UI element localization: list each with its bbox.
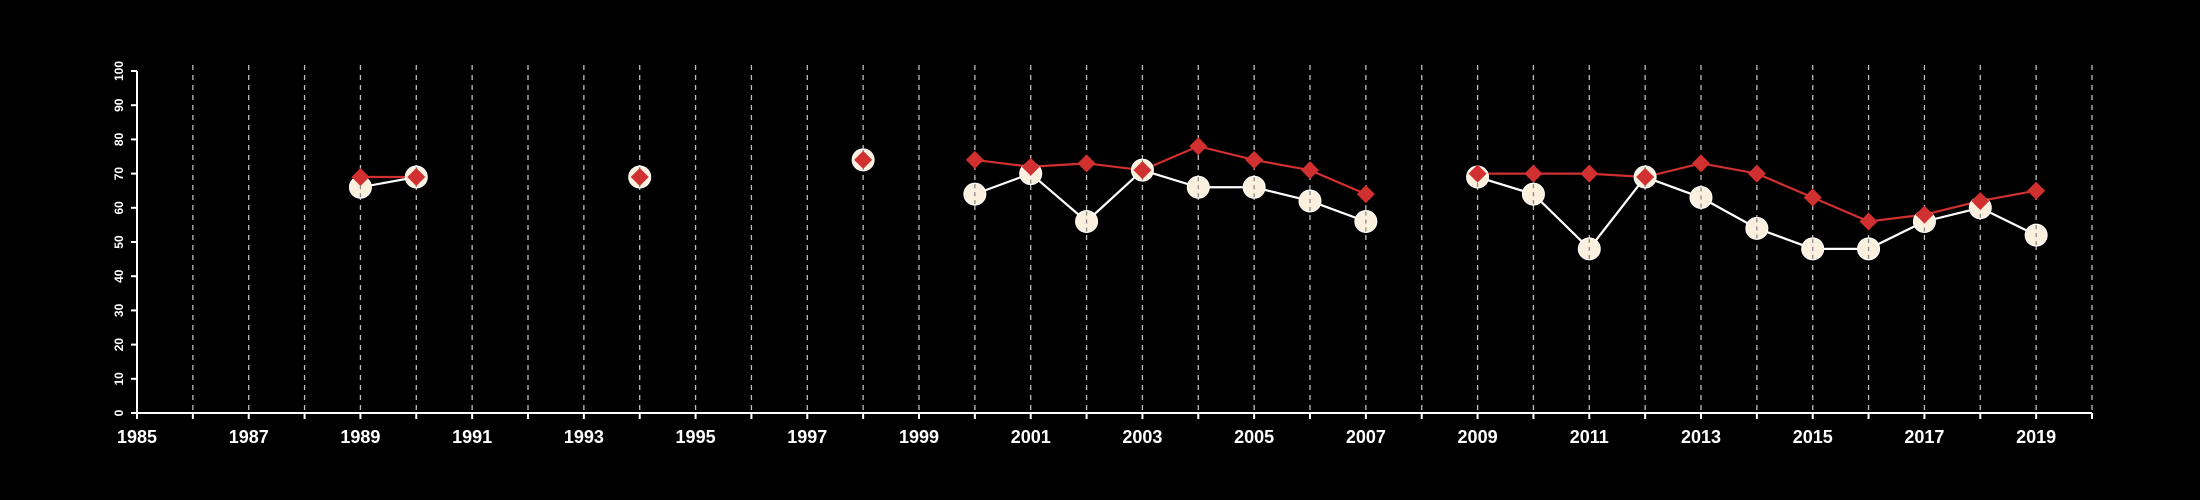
diamond-point-2012: [1636, 168, 1655, 187]
y-tick-label-80: 80: [112, 132, 126, 146]
y-tick-label-70: 70: [112, 167, 126, 181]
diamond-point-2014: [1747, 164, 1766, 183]
x-tick-label-2003: 2003: [1122, 427, 1162, 447]
circle-point-2019: [2024, 223, 2048, 247]
x-tick-label-2005: 2005: [1234, 427, 1274, 447]
x-tick-label-2017: 2017: [1904, 427, 1944, 447]
diamond-point-1990: [407, 168, 426, 187]
x-tick-label-1993: 1993: [564, 427, 604, 447]
y-tick-label-60: 60: [112, 201, 126, 215]
circle-point-2006: [1298, 189, 1322, 213]
diamond-point-2018: [1971, 191, 1990, 210]
diamond-point-1989: [351, 168, 370, 187]
circle-point-2013: [1689, 186, 1713, 210]
x-tick-label-1985: 1985: [117, 427, 157, 447]
x-tick-label-1987: 1987: [229, 427, 269, 447]
y-tick-label-50: 50: [112, 235, 126, 249]
circle-point-2002: [1075, 209, 1099, 233]
x-tick-label-2007: 2007: [1346, 427, 1386, 447]
diamond-point-2019: [2027, 181, 2046, 200]
circle-point-2015: [1801, 237, 1825, 261]
x-tick-label-1989: 1989: [340, 427, 380, 447]
diamond-point-2015: [1803, 188, 1822, 207]
y-tick-label-30: 30: [112, 303, 126, 317]
circle-point-2010: [1521, 182, 1545, 206]
circle-point-2011: [1577, 237, 1601, 261]
series: [348, 137, 2048, 261]
circle-point-2000: [963, 182, 987, 206]
circle-point-2005: [1242, 175, 1266, 199]
diamond-point-2013: [1692, 154, 1710, 173]
x-tick-label-2001: 2001: [1011, 427, 1051, 447]
circle-point-2014: [1745, 216, 1769, 240]
diamond-point-2016: [1859, 212, 1878, 231]
x-tick-label-2009: 2009: [1458, 427, 1498, 447]
y-tick-label-10: 10: [112, 372, 126, 386]
y-tick-label-0: 0: [112, 409, 126, 416]
diamond-point-2005: [1245, 150, 1264, 169]
diamond-point-2011: [1580, 164, 1599, 183]
y-tick-label-100: 100: [112, 61, 126, 81]
circle-point-2004: [1186, 175, 1210, 199]
y-tick-label-20: 20: [112, 338, 126, 352]
diamond-point-1998: [854, 150, 873, 169]
diamond-point-2017: [1915, 205, 1934, 224]
diamond-point-2002: [1077, 154, 1096, 173]
x-tick-label-2015: 2015: [1793, 427, 1833, 447]
x-tick-label-1997: 1997: [787, 427, 827, 447]
diamond-point-2003: [1133, 161, 1152, 180]
diamond-point-2006: [1301, 161, 1319, 180]
diamond-point-1994: [630, 168, 649, 187]
diamond-point-2000: [965, 150, 984, 169]
axes: 0 10 20 30 40 50 60 70 80 90 100 1985 1987 1989 1991 19…: [112, 61, 2093, 447]
diamond-point-2007: [1356, 185, 1375, 204]
series-diamond-line-3: [974, 145, 1367, 196]
circle-point-2007: [1354, 209, 1378, 233]
x-tick-label-2013: 2013: [1681, 427, 1721, 447]
diamond-point-2004: [1189, 137, 1208, 156]
y-tick-label-90: 90: [112, 98, 126, 112]
x-tick-label-1991: 1991: [452, 427, 492, 447]
x-tick-label-1999: 1999: [899, 427, 939, 447]
x-tick-label-1995: 1995: [676, 427, 716, 447]
diamond-point-2001: [1021, 157, 1040, 176]
y-tick-label-40: 40: [112, 269, 126, 283]
x-tick-label-2019: 2019: [2016, 427, 2056, 447]
circle-point-2016: [1857, 237, 1881, 261]
x-tick-label-2011: 2011: [1570, 427, 1609, 447]
diamond-point-2009: [1468, 164, 1487, 183]
diamond-point-2010: [1524, 164, 1543, 183]
